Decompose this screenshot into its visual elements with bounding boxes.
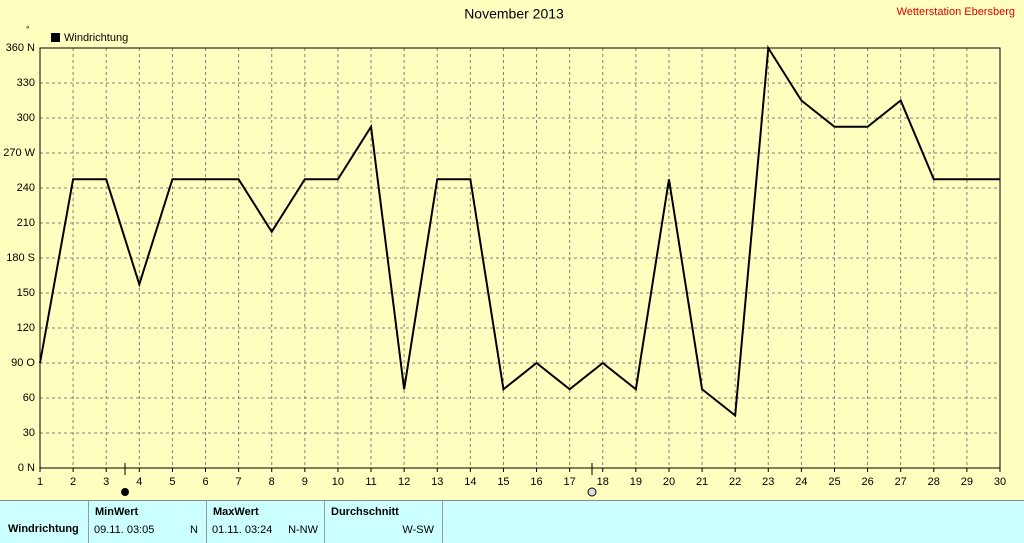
col-header: MinWert [95, 506, 139, 518]
moon-icon [587, 487, 597, 497]
x-tick-label: 7 [236, 476, 242, 488]
y-tick-label: 240 [17, 182, 35, 194]
y-tick-label: 330 [17, 77, 35, 89]
x-tick-label: 23 [762, 476, 774, 488]
cell: MinWert 09.11. 03:05 N [89, 501, 207, 543]
x-tick-label: 2 [70, 476, 76, 488]
max-time: 01.11. 03:24 [212, 524, 273, 536]
x-tick-label: 18 [597, 476, 609, 488]
y-tick-label: 30 [23, 427, 35, 439]
x-tick-label: 22 [729, 476, 741, 488]
y-tick-label: 180 S [6, 252, 35, 264]
col-header: Durchschnitt [331, 506, 399, 518]
cell: Windrichtung [0, 501, 89, 543]
x-tick-label: 1 [37, 476, 43, 488]
legend-swatch [51, 33, 60, 42]
cell: Durchschnitt W-SW [325, 501, 443, 543]
x-tick-label: 12 [398, 476, 410, 488]
x-tick-label: 27 [895, 476, 907, 488]
x-tick-label: 4 [136, 476, 142, 488]
x-tick-label: 9 [302, 476, 308, 488]
x-tick-label: 10 [332, 476, 344, 488]
x-tick-label: 24 [795, 476, 807, 488]
line-series [39, 44, 1000, 418]
cell: MaxWert 01.11. 03:24 N-NW [207, 501, 325, 543]
x-tick-label: 16 [530, 476, 542, 488]
x-tick-label: 6 [202, 476, 208, 488]
x-tick-label: 3 [103, 476, 109, 488]
x-tick-label: 28 [928, 476, 940, 488]
x-tick-label: 13 [431, 476, 443, 488]
plot-frame [39, 47, 1001, 469]
max-value: N-NW [288, 524, 318, 536]
y-tick-label: 360 N [6, 42, 35, 54]
row-label: Windrichtung [8, 523, 79, 535]
x-tick-label: 30 [994, 476, 1006, 488]
x-tick-label: 25 [828, 476, 840, 488]
y-tick-label: 300 [17, 112, 35, 124]
x-tick-label: 20 [663, 476, 675, 488]
y-tick-label: 120 [17, 322, 35, 334]
x-tick-label: 5 [169, 476, 175, 488]
y-tick-label: 90 O [11, 357, 35, 369]
chart: November 2013 Wetterstation Ebersberg ° … [3, 6, 1015, 497]
y-tick-label: 60 [23, 392, 35, 404]
y-unit: ° [26, 24, 30, 34]
summary-panel: Windrichtung MinWert 09.11. 03:05 N MaxW… [0, 500, 1024, 543]
col-header: MaxWert [213, 506, 259, 518]
min-time: 09.11. 03:05 [94, 524, 155, 536]
moon-icon [121, 488, 129, 496]
legend-label: Windrichtung [64, 32, 128, 44]
y-tick-label: 150 [17, 287, 35, 299]
y-tick-label: 270 W [3, 147, 35, 159]
y-tick-label: 210 [17, 217, 35, 229]
x-tick-label: 14 [464, 476, 476, 488]
avg-value: W-SW [402, 524, 434, 536]
x-tick-label: 29 [961, 476, 973, 488]
x-tick-label: 8 [269, 476, 275, 488]
y-tick-label: 0 N [18, 462, 35, 474]
min-value: N [190, 524, 198, 536]
chart-title: November 2013 [464, 6, 564, 22]
subtitle: Wetterstation Ebersberg [897, 6, 1015, 18]
x-tick-label: 17 [564, 476, 576, 488]
x-tick-label: 15 [497, 476, 509, 488]
x-tick-label: 21 [696, 476, 708, 488]
x-tick-label: 26 [861, 476, 873, 488]
x-tick-label: 11 [365, 476, 376, 488]
x-tick-label: 19 [630, 476, 642, 488]
